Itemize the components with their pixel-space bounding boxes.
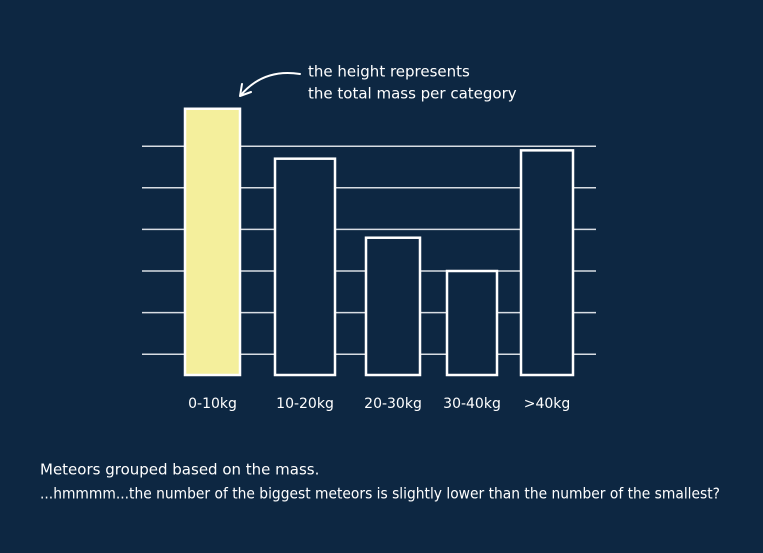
bar (364, 236, 422, 377)
bar (273, 157, 337, 377)
annotation: the total mass per category (308, 85, 517, 103)
x-tick-label: 20-30kg (364, 396, 422, 412)
bar (183, 107, 242, 377)
x-tick-label: 30-40kg (443, 396, 501, 412)
bar (519, 149, 575, 377)
annotation-arrow (239, 72, 301, 97)
x-tick-label: 10-20kg (276, 396, 334, 412)
caption: ...hmmmm...the number of the biggest met… (40, 485, 720, 503)
bar (445, 269, 499, 377)
annotation: the height represents (308, 63, 470, 81)
x-tick-label: >40kg (524, 396, 571, 412)
x-tick-label: 0-10kg (188, 396, 237, 412)
caption: Meteors grouped based on the mass. (40, 461, 319, 479)
